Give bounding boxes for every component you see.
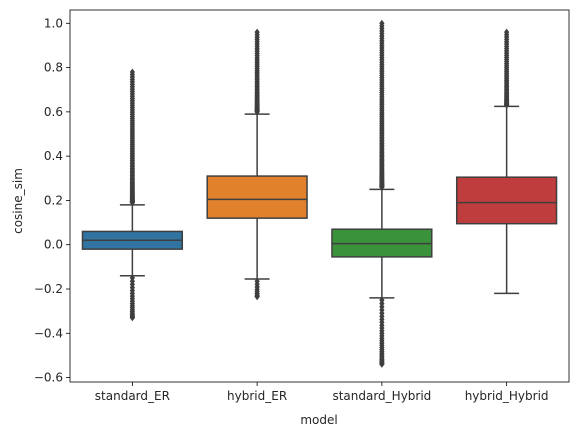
x-axis-label: model <box>300 413 337 427</box>
y-axis-label: cosine_sim <box>11 168 25 234</box>
y-tick-label: 0.8 <box>44 61 63 75</box>
outliers-high <box>129 68 135 207</box>
y-tick-label: 0.4 <box>44 149 63 163</box>
y-tick-label: 0.2 <box>44 193 63 207</box>
outlier-marker <box>379 296 385 304</box>
y-tick-label: −0.6 <box>34 371 63 385</box>
outliers-high <box>379 19 385 191</box>
boxes-layer <box>81 19 558 368</box>
x-tick-label: standard_ER <box>95 389 170 403</box>
axes-layer: −0.6 −0.4 −0.2 0.0 0.2 0.4 0.6 0.8 1.0 standard_E… <box>34 9 570 403</box>
box-iqr <box>206 175 308 219</box>
x-tick-label: standard_Hybrid <box>332 389 431 403</box>
x-tick-label: hybrid_ER <box>227 389 287 403</box>
y-tick-label: −0.4 <box>34 326 63 340</box>
y-tick-label: 0.0 <box>44 238 63 252</box>
x-tick-label: hybrid_Hybrid <box>465 389 549 403</box>
outlier-marker <box>379 19 385 27</box>
outliers-low <box>379 296 385 368</box>
box-group-standard_ER <box>81 68 184 322</box>
box-iqr <box>455 176 558 225</box>
y-tick-label: 0.6 <box>44 105 63 119</box>
axes-frame <box>69 9 570 383</box>
outlier-marker <box>254 28 260 36</box>
outlier-marker <box>504 28 510 36</box>
outliers-high <box>503 28 510 109</box>
outlier-marker <box>129 68 135 76</box>
box-group-hybrid_Hybrid <box>455 28 558 295</box>
outliers-low <box>254 277 260 301</box>
y-tick-label: 1.0 <box>44 16 63 30</box>
outliers-low <box>129 274 135 322</box>
outliers-high <box>254 28 260 116</box>
box-group-standard_Hybrid <box>331 19 433 368</box>
box-group-hybrid_ER <box>206 28 308 301</box>
y-tick-label: −0.2 <box>34 282 63 296</box>
